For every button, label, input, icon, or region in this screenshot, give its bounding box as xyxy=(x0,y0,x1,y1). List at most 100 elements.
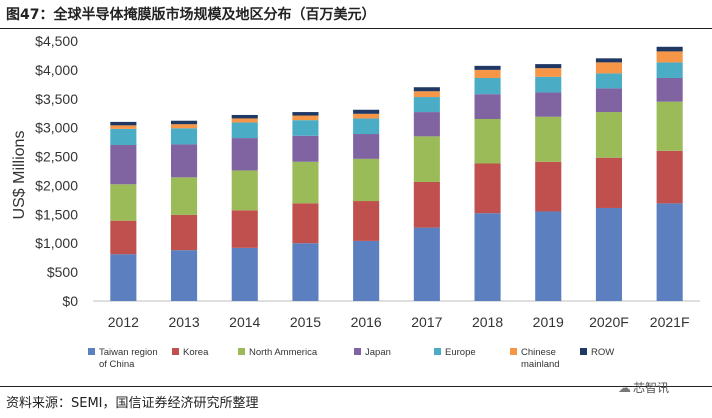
bar-segment xyxy=(231,114,258,119)
bar-segment xyxy=(110,128,137,145)
bar-segment xyxy=(474,65,501,70)
bar-segment xyxy=(353,109,380,114)
bar-segment xyxy=(474,69,501,78)
top-rule xyxy=(0,28,712,29)
bar-segment xyxy=(413,97,440,113)
x-tick-labels: 2012 2013 2014 2015 2016 2017 2018 2019 2020F 202… xyxy=(108,314,690,330)
bar-segment xyxy=(535,76,562,93)
bar-segment xyxy=(535,92,562,117)
bar-segment xyxy=(231,170,258,211)
bar-segment xyxy=(413,87,440,92)
bar-segment xyxy=(656,46,683,52)
bar-segment xyxy=(292,120,319,136)
x-tick-label: 2020F xyxy=(589,314,629,330)
legend-label: Korea xyxy=(183,347,209,358)
bar-segment xyxy=(656,51,683,63)
bar-segment xyxy=(413,91,440,98)
y-tick-label: $0 xyxy=(62,293,78,309)
x-tick-label: 2013 xyxy=(168,314,199,330)
bar-segment xyxy=(595,88,622,113)
x-tick-label: 2014 xyxy=(229,314,260,330)
bar-segment xyxy=(110,254,137,301)
legend-label: ROW xyxy=(591,347,614,358)
x-tick-label: 2012 xyxy=(108,314,139,330)
bar-segment xyxy=(474,119,501,164)
bar-segment xyxy=(474,163,501,214)
bar-segment xyxy=(231,122,258,139)
bar-segment xyxy=(353,201,380,241)
bar-segment xyxy=(535,68,562,77)
bar-segment xyxy=(231,118,258,123)
bar-segment xyxy=(353,240,380,301)
watermark-text: 芯智讯 xyxy=(633,381,670,395)
bar-segment xyxy=(231,247,258,301)
bar-segment xyxy=(656,101,683,151)
y-tick-label: $4,000 xyxy=(35,62,78,78)
x-tick-label: 2016 xyxy=(351,314,382,330)
y-tick-label: $2,500 xyxy=(35,149,78,165)
bar-segment xyxy=(171,124,198,129)
legend-label: Chinese mainland xyxy=(521,347,560,370)
y-tick-label: $1,500 xyxy=(35,206,78,222)
legend-label: Japan xyxy=(365,347,391,358)
bar-segment xyxy=(231,210,258,248)
bar-segment xyxy=(171,177,198,215)
bar-segment xyxy=(535,64,562,69)
bar-segment xyxy=(292,115,319,121)
bar-segment xyxy=(353,158,380,202)
source-note: 资料来源：SEMI，国信证券经济研究所整理 xyxy=(6,396,259,411)
bar-segment xyxy=(595,207,622,301)
bars xyxy=(110,46,683,301)
bar-segment xyxy=(656,77,683,102)
y-tick-labels: $0 $500 $1,000 $1,500 $2,000 $2,500 $3,000 $3,5… xyxy=(35,33,78,309)
bar-segment xyxy=(171,214,198,251)
figure-title: 图47：全球半导体掩膜版市场规模及地区分布（百万美元） xyxy=(6,7,376,23)
y-tick-label: $3,500 xyxy=(35,91,78,107)
bar-segment xyxy=(595,58,622,63)
legend-swatch xyxy=(580,348,587,355)
y-tick-label: $4,500 xyxy=(35,33,78,49)
bar-segment xyxy=(413,227,440,301)
legend-swatch xyxy=(510,348,517,355)
y-axis-title: US$ Millions xyxy=(11,131,28,220)
x-tick-label: 2015 xyxy=(290,314,321,330)
bar-segment xyxy=(110,121,137,126)
x-tick-label: 2019 xyxy=(533,314,564,330)
bar-segment xyxy=(656,203,683,301)
bar-segment xyxy=(353,113,380,119)
y-tick-label: $1,000 xyxy=(35,235,78,251)
bar-segment xyxy=(656,150,683,204)
bar-segment xyxy=(413,181,440,228)
legend-swatch xyxy=(434,348,441,355)
bar-segment xyxy=(595,62,622,74)
x-tick-label: 2018 xyxy=(472,314,503,330)
legend-label: North Ammerica xyxy=(249,347,318,358)
x-tick-label: 2021F xyxy=(650,314,690,330)
bar-segment xyxy=(474,94,501,119)
bar-segment xyxy=(292,112,319,116)
y-tick-label: $500 xyxy=(47,264,78,280)
bar-segment xyxy=(110,125,137,129)
bar-segment xyxy=(535,211,562,301)
legend-swatch xyxy=(172,348,179,355)
bar-segment xyxy=(413,112,440,137)
bar-segment xyxy=(292,161,319,204)
bar-segment xyxy=(535,116,562,162)
bar-segment xyxy=(413,136,440,182)
bar-segment xyxy=(110,220,137,255)
x-tick-label: 2017 xyxy=(411,314,442,330)
bar-segment xyxy=(110,145,137,185)
chat-bubble-icon: ☁ xyxy=(618,381,631,396)
legend: Taiwan region of China Korea North Ammerica… xyxy=(88,347,614,370)
legend-swatch xyxy=(354,348,361,355)
bar-segment xyxy=(353,134,380,159)
bar-segment xyxy=(595,73,622,89)
watermark: ☁ 芯智讯 xyxy=(618,379,669,396)
stacked-bar-chart: US$ Millions $0 $500 $1,000 $1,500 $2,000 $2,… xyxy=(11,33,700,370)
bar-segment xyxy=(292,203,319,244)
legend-swatch xyxy=(238,348,245,355)
bar-segment xyxy=(656,62,683,78)
bar-segment xyxy=(231,138,258,171)
bar-segment xyxy=(110,184,137,221)
legend-swatch xyxy=(88,348,95,355)
